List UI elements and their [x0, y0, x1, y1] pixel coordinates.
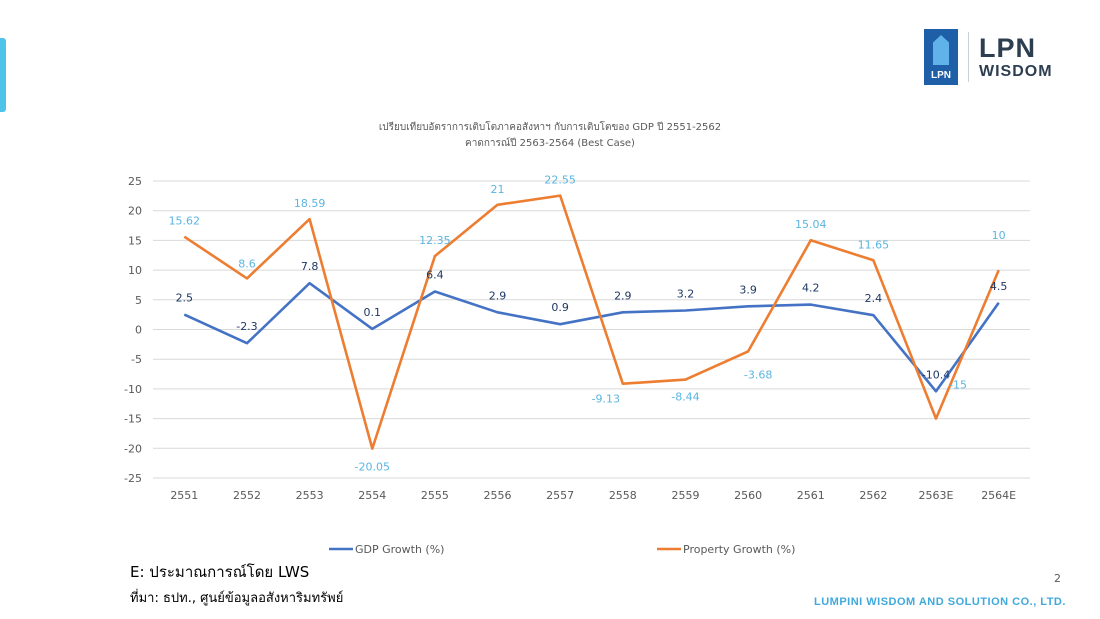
logo-divider — [968, 32, 969, 82]
y-tick-label: 0 — [135, 324, 142, 337]
property-data-label: 8.6 — [238, 257, 256, 270]
gdp-data-label: 6.4 — [426, 268, 444, 281]
x-tick-label: 2553 — [296, 489, 324, 502]
y-tick-label: 10 — [128, 264, 142, 277]
y-tick-label: -10 — [124, 383, 142, 396]
legend-label: Property Growth (%) — [683, 543, 795, 556]
logo-line1: LPN — [979, 32, 1036, 63]
y-tick-label: 15 — [128, 234, 142, 247]
property-data-label: 22.55 — [544, 174, 576, 187]
property-data-label: 12.35 — [419, 234, 451, 247]
gdp-data-label: 2.9 — [489, 289, 507, 302]
y-tick-label: -25 — [124, 472, 142, 485]
estimate-note: E: ประมาณการณ์โดย LWS — [130, 563, 310, 581]
property-data-label: 11.65 — [858, 238, 890, 251]
x-tick-label: 2552 — [233, 489, 261, 502]
x-tick-label: 2564E — [981, 489, 1016, 502]
property-data-label: -8.44 — [671, 391, 699, 404]
x-tick-label: 2558 — [609, 489, 637, 502]
gdp-data-label: 7.8 — [301, 260, 319, 273]
gdp-data-label: 2.5 — [176, 292, 194, 305]
x-tick-label: 2561 — [797, 489, 825, 502]
gdp-data-label: 4.5 — [990, 280, 1008, 293]
gdp-data-label: 3.9 — [739, 283, 757, 296]
gdp-data-label: 3.2 — [677, 287, 695, 300]
logo-line2: WISDOM — [979, 62, 1053, 80]
property-growth-line — [183, 194, 1000, 450]
company-name: LUMPINI WISDOM AND SOLUTION CO., LTD. — [814, 596, 1066, 608]
property-data-label: 18.59 — [294, 197, 326, 210]
chart-subtitle: คาดการณ์ปี 2563-2564 (Best Case) — [465, 138, 635, 149]
gdp-data-label: 2.4 — [865, 292, 883, 305]
page-number: 2 — [1054, 572, 1061, 585]
badge-text: LPN — [931, 70, 951, 81]
y-tick-label: -20 — [124, 442, 142, 455]
y-tick-label: 20 — [128, 205, 142, 218]
x-tick-label: 2555 — [421, 489, 449, 502]
property-data-label: -20.05 — [355, 461, 390, 474]
gdp-data-label: 0.9 — [551, 301, 569, 314]
gdp-data-label: 4.2 — [802, 282, 820, 295]
y-tick-label: -5 — [131, 353, 142, 366]
gdp-data-label: 2.9 — [614, 289, 632, 302]
property-data-label: 15.04 — [795, 218, 827, 231]
gdp-data-label: -2.3 — [236, 320, 257, 333]
x-tick-label: 2556 — [484, 489, 512, 502]
property-data-label: -3.68 — [744, 368, 772, 381]
x-tick-label: 2559 — [671, 489, 699, 502]
gdp-data-label: -10.4 — [922, 368, 950, 381]
property-data-label: -15 — [949, 379, 967, 392]
property-data-label: -9.13 — [592, 393, 620, 406]
gdp-growth-line — [183, 281, 1000, 393]
x-tick-label: 2554 — [358, 489, 386, 502]
building-icon — [933, 35, 949, 65]
property-data-label: 21 — [491, 183, 505, 196]
x-tick-label: 2560 — [734, 489, 762, 502]
x-tick-label: 2557 — [546, 489, 574, 502]
x-tick-label: 2563E — [919, 489, 954, 502]
y-tick-label: -15 — [124, 413, 142, 426]
lpn-wisdom-logo: LPN LPN WISDOM — [924, 28, 1053, 86]
chart-title: เปรียบเทียบอัตราการเติบโตภาคอสังหาฯ กับก… — [378, 122, 722, 133]
accent-bar — [0, 38, 6, 112]
line-chart: 25 20 15 10 5 0 -5 -10 -15 -20 -25 2551 2552 2553 2554… — [124, 174, 1030, 556]
gdp-data-label: 0.1 — [364, 306, 382, 319]
source-note: ที่มา: ธปท., ศูนย์ข้อมูลอสังหาริมทรัพย์ — [130, 591, 344, 606]
y-tick-label: 5 — [135, 294, 142, 307]
x-tick-label: 2551 — [170, 489, 198, 502]
legend-label: GDP Growth (%) — [355, 543, 444, 556]
logo-text: LPN WISDOM — [979, 32, 1053, 80]
x-tick-label: 2562 — [859, 489, 887, 502]
property-data-label: 15.62 — [169, 215, 201, 228]
property-data-label: 10 — [992, 229, 1006, 242]
y-tick-label: 25 — [128, 175, 142, 188]
lpn-badge: LPN — [924, 29, 958, 85]
